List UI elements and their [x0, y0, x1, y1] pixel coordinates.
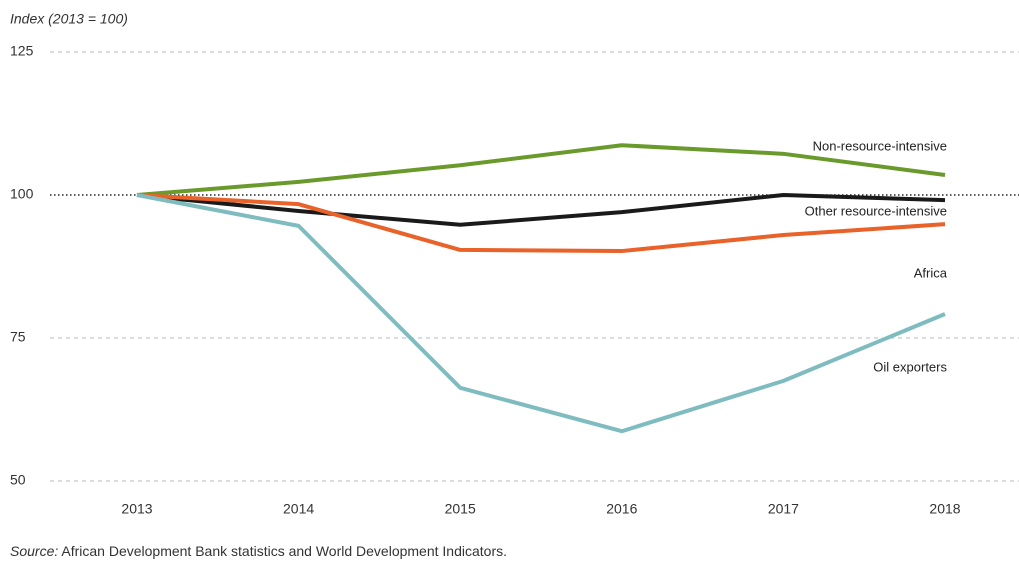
y-tick-label: 100 [10, 186, 34, 202]
source-label: Source: [10, 543, 58, 559]
x-tick-label: 2016 [606, 501, 637, 517]
y-tick-label: 125 [10, 43, 34, 59]
x-tick-label: 2018 [929, 501, 960, 517]
series-line [136, 193, 946, 254]
series-label: Other resource-intensive [805, 204, 947, 219]
x-tick-label: 2017 [768, 501, 799, 517]
series-label: Oil exporters [873, 359, 947, 374]
y-axis-label: Index (2013 = 100) [10, 11, 128, 27]
x-tick-label: 2015 [445, 501, 476, 517]
series-label: Non-resource-intensive [813, 138, 947, 153]
y-tick-label: 75 [10, 329, 26, 345]
series-line [136, 143, 946, 197]
source-text: African Development Bank statistics and … [61, 543, 507, 559]
series-line [136, 193, 946, 227]
x-tick-label: 2014 [283, 501, 314, 517]
source: Source: African Development Bank statist… [10, 543, 507, 559]
y-tick-label: 50 [10, 472, 26, 488]
x-tick-label: 2013 [121, 501, 152, 517]
series-label: Africa [914, 266, 948, 281]
series-line [136, 193, 946, 434]
